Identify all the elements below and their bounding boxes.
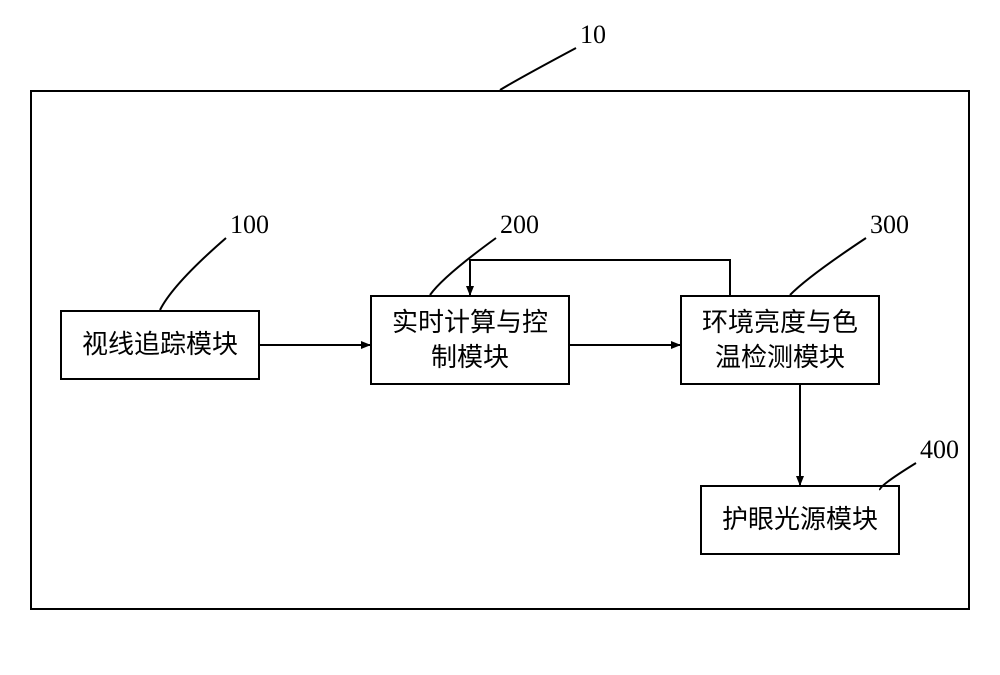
ref-label-10: 10 bbox=[580, 20, 606, 50]
node-label: 环境亮度与色温检测模块 bbox=[702, 305, 858, 375]
node-label: 护眼光源模块 bbox=[722, 502, 878, 537]
ref-label-100: 100 bbox=[230, 210, 269, 240]
ref-label-400: 400 bbox=[920, 435, 959, 465]
node-realtime-control: 实时计算与控制模块 bbox=[370, 295, 570, 385]
node-label: 视线追踪模块 bbox=[82, 327, 238, 362]
callout-leader bbox=[500, 48, 576, 90]
node-ambient-detection: 环境亮度与色温检测模块 bbox=[680, 295, 880, 385]
node-label: 实时计算与控制模块 bbox=[392, 305, 548, 375]
diagram-canvas: 视线追踪模块 实时计算与控制模块 环境亮度与色温检测模块 护眼光源模块 10 1… bbox=[0, 0, 1000, 675]
ref-label-300: 300 bbox=[870, 210, 909, 240]
node-eye-light-source: 护眼光源模块 bbox=[700, 485, 900, 555]
node-gaze-tracking: 视线追踪模块 bbox=[60, 310, 260, 380]
ref-label-200: 200 bbox=[500, 210, 539, 240]
